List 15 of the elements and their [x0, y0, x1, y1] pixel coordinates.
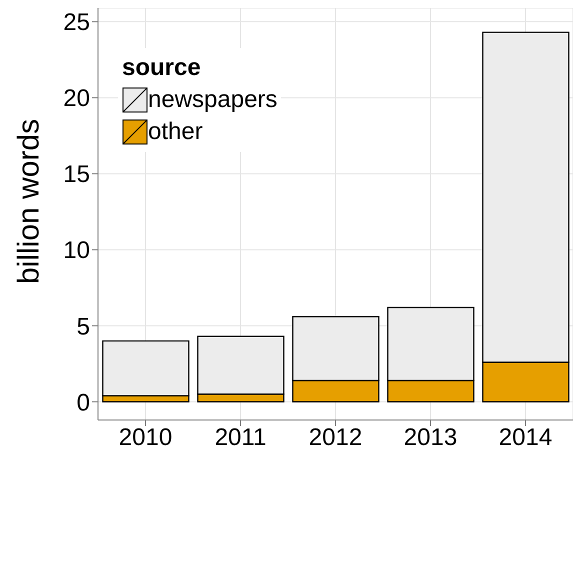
x-tick-label: 2010: [118, 424, 172, 452]
y-tick-label: 20: [63, 85, 90, 112]
x-tick-label: 2013: [404, 424, 458, 452]
x-tick-label: 2014: [498, 424, 552, 452]
y-tick-label: 5: [76, 313, 90, 340]
y-tick-label: 0: [76, 389, 90, 416]
legend-label: other: [148, 117, 203, 147]
y-tick-label: 10: [63, 237, 90, 264]
x-tick-label: 2011: [214, 424, 266, 452]
y-tick-label: 25: [63, 9, 90, 36]
legend-label: newspapers: [148, 85, 278, 115]
x-tick-label: 2012: [308, 424, 362, 452]
y-axis-title: billion words: [12, 118, 46, 284]
y-tick-label: 15: [63, 161, 90, 188]
legend-title: source: [122, 53, 202, 83]
